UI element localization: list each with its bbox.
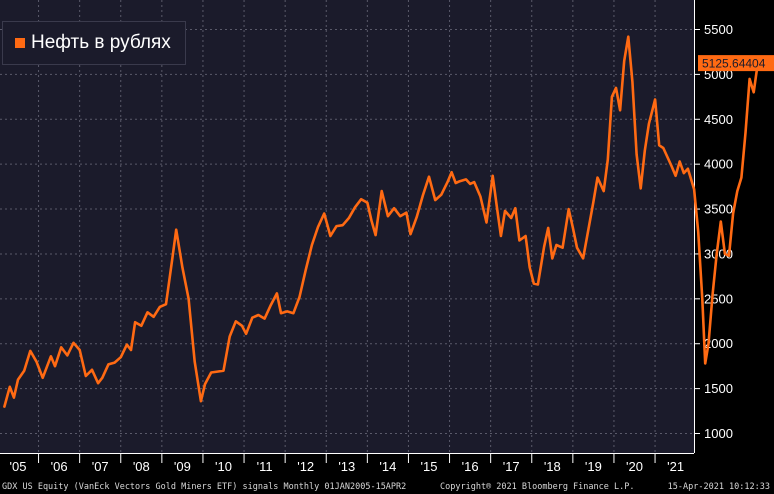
x-tick-label: '18 — [544, 459, 561, 474]
y-tick-label: 1500 — [704, 381, 733, 396]
footer-bar: GDX US Equity (VanEck Vectors Gold Miner… — [0, 481, 774, 494]
y-tick-label: 5500 — [704, 22, 733, 37]
x-tick-label: '06 — [51, 459, 68, 474]
last-value-tag — [698, 55, 774, 72]
x-tick-label: '07 — [92, 459, 109, 474]
y-tick-label: 2000 — [704, 336, 733, 351]
plot-area — [0, 0, 694, 453]
chart-legend: Нефть в рублях — [2, 21, 186, 65]
y-tick-label: 2500 — [704, 291, 733, 306]
x-tick-label: '13 — [338, 459, 355, 474]
series-line — [3, 35, 760, 408]
footer-copyright: Copyright® 2021 Bloomberg Finance L.P. — [440, 482, 635, 492]
x-tick-label: '12 — [297, 459, 314, 474]
y-tick-label: 3500 — [704, 202, 733, 217]
x-tick-label: '09 — [174, 459, 191, 474]
y-tick-label: 4000 — [704, 157, 733, 172]
x-tick-label: '08 — [133, 459, 150, 474]
x-tick-label: '10 — [215, 459, 232, 474]
x-tick-label: '15 — [421, 459, 438, 474]
y-tick-label: 1000 — [704, 426, 733, 441]
x-tick-label: '21 — [667, 459, 684, 474]
x-tick-label: '11 — [257, 459, 273, 474]
x-tick-label: '19 — [585, 459, 602, 474]
footer-timestamp: 15-Apr-2021 10:12:33 — [667, 482, 770, 492]
footer-source: GDX US Equity (VanEck Vectors Gold Miner… — [2, 482, 407, 492]
legend-swatch — [15, 38, 25, 48]
legend-label: Нефть в рублях — [31, 32, 171, 53]
x-tick-label: '14 — [379, 459, 396, 474]
x-tick-label: '17 — [503, 459, 520, 474]
x-tick-label: '20 — [626, 459, 643, 474]
y-tick-label: 4500 — [704, 112, 733, 127]
x-tick-label: '16 — [462, 459, 479, 474]
line-chart: 1000150020002500300035004000450050005500… — [0, 0, 774, 474]
x-tick-label: '05 — [10, 459, 27, 474]
last-value-label: 5125.64404 — [702, 57, 766, 71]
